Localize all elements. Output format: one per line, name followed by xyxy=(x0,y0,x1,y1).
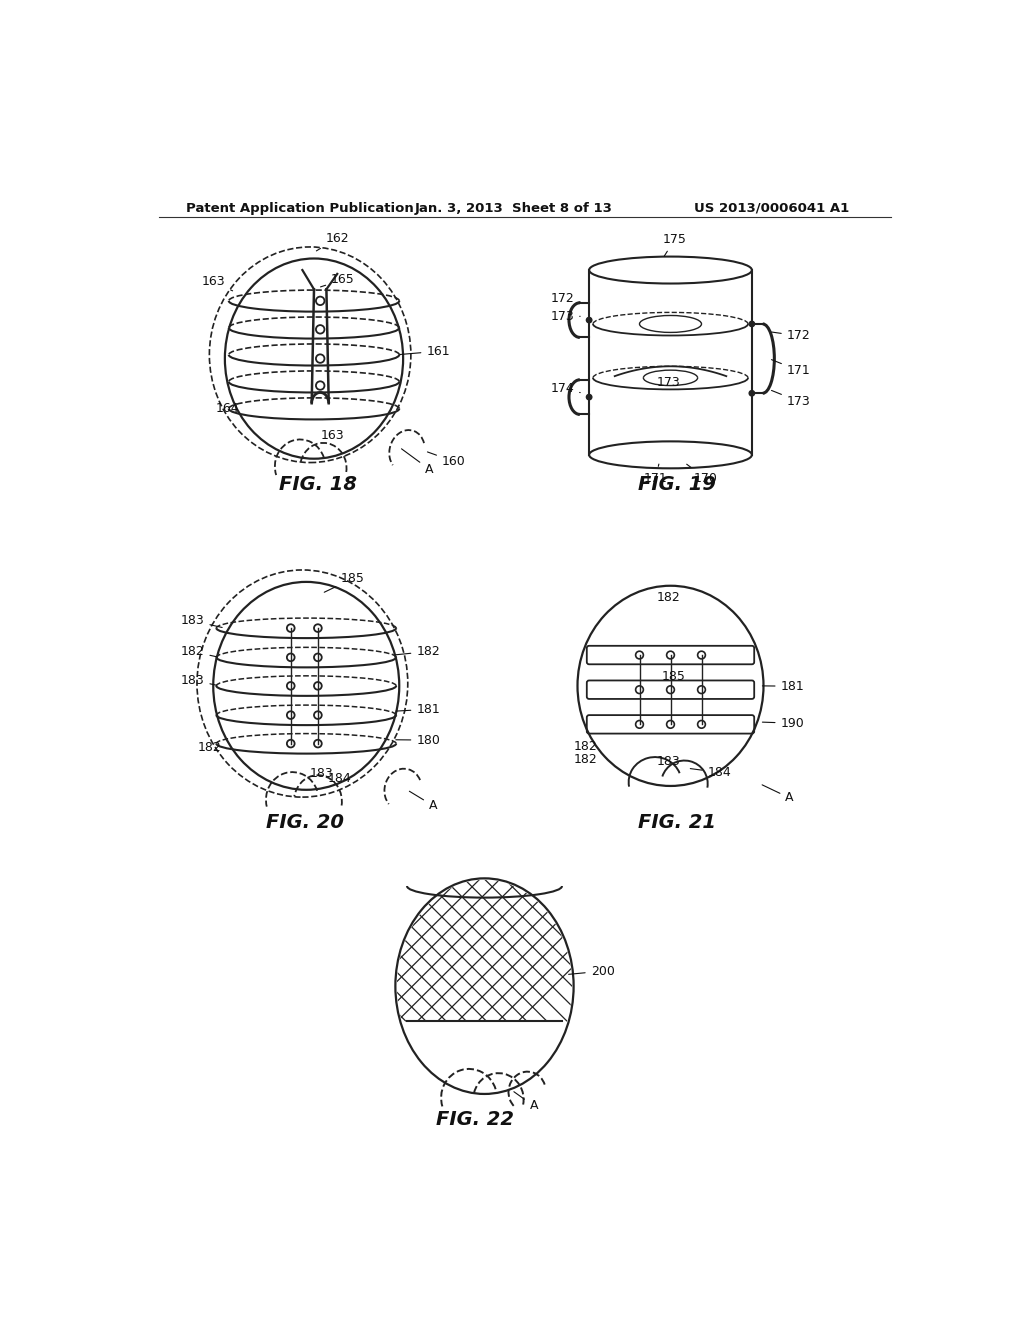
Text: A: A xyxy=(410,791,437,812)
Text: FIG. 20: FIG. 20 xyxy=(266,813,344,833)
Text: 183: 183 xyxy=(656,755,680,768)
Text: FIG. 21: FIG. 21 xyxy=(638,813,716,833)
Text: 182: 182 xyxy=(198,742,221,754)
Text: 171: 171 xyxy=(643,465,667,484)
Text: 183: 183 xyxy=(310,767,334,780)
Text: 182: 182 xyxy=(180,645,217,659)
Text: 181: 181 xyxy=(763,680,804,693)
Circle shape xyxy=(587,317,592,323)
Text: 161: 161 xyxy=(399,345,450,358)
Text: 185: 185 xyxy=(325,572,365,593)
Text: 190: 190 xyxy=(763,717,804,730)
Text: 184: 184 xyxy=(690,766,731,779)
Text: 163: 163 xyxy=(202,276,232,290)
Circle shape xyxy=(587,395,592,400)
Text: 182: 182 xyxy=(573,752,597,766)
Text: 200: 200 xyxy=(568,965,614,978)
Text: 182: 182 xyxy=(396,645,440,659)
Text: 181: 181 xyxy=(396,702,440,715)
Text: 172: 172 xyxy=(550,293,581,305)
Text: 173: 173 xyxy=(771,391,811,408)
Text: FIG. 22: FIG. 22 xyxy=(436,1110,514,1129)
Text: 185: 185 xyxy=(662,671,685,684)
Text: 184: 184 xyxy=(328,772,351,785)
Text: A: A xyxy=(762,785,794,804)
Text: 165: 165 xyxy=(321,273,354,286)
Text: Jan. 3, 2013  Sheet 8 of 13: Jan. 3, 2013 Sheet 8 of 13 xyxy=(415,202,612,215)
Text: 182: 182 xyxy=(656,591,680,605)
Text: 170: 170 xyxy=(687,465,718,484)
Text: FIG. 19: FIG. 19 xyxy=(638,474,716,494)
Text: 180: 180 xyxy=(396,734,440,747)
Circle shape xyxy=(750,391,755,396)
Text: A: A xyxy=(514,1092,538,1113)
Text: 173: 173 xyxy=(656,376,680,388)
Text: US 2013/0006041 A1: US 2013/0006041 A1 xyxy=(693,202,849,215)
Text: 172: 172 xyxy=(772,330,811,342)
Text: 183: 183 xyxy=(180,673,217,686)
Text: 171: 171 xyxy=(771,359,811,378)
Text: 175: 175 xyxy=(663,234,687,256)
Text: 173: 173 xyxy=(550,310,581,323)
Text: 163: 163 xyxy=(321,429,344,442)
Text: Patent Application Publication: Patent Application Publication xyxy=(186,202,414,215)
Text: 174: 174 xyxy=(550,381,581,395)
Text: 160: 160 xyxy=(427,451,466,467)
Circle shape xyxy=(750,321,755,326)
Text: 162: 162 xyxy=(316,231,349,251)
Text: 183: 183 xyxy=(180,614,222,627)
Text: 182: 182 xyxy=(573,739,597,752)
Text: FIG. 18: FIG. 18 xyxy=(280,474,357,494)
Text: A: A xyxy=(401,449,433,475)
Text: 164: 164 xyxy=(216,403,240,416)
